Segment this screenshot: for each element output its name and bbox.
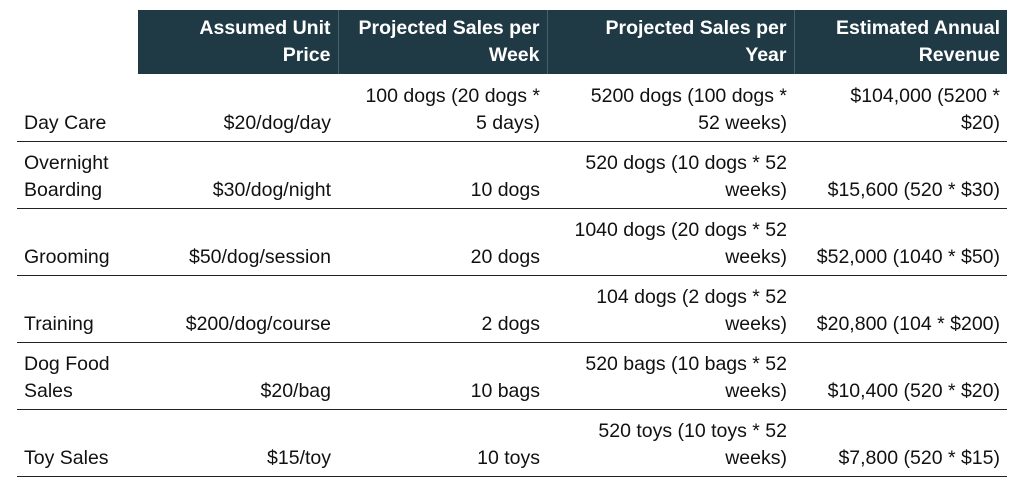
table-row: Day Care $20/dog/day 100 dogs (20 dogs * 5 … bbox=[17, 74, 1007, 142]
cell-annual-revenue: $52,000 (1040 * $50) bbox=[794, 208, 1007, 276]
header-cell-blank bbox=[17, 10, 138, 74]
cell-line: 10 dogs bbox=[470, 179, 540, 201]
cell-line: $30/dog/night bbox=[212, 179, 331, 201]
cell-sales-year: 520 toys (10 toys * 52 weeks) bbox=[547, 409, 794, 477]
cell-line: 520 toys (10 toys * 52 bbox=[598, 420, 787, 442]
header-line: Projected Sales per bbox=[358, 17, 540, 39]
header-line: Projected Sales per bbox=[605, 17, 787, 39]
revenue-projection-table: Assumed Unit Price Projected Sales per W… bbox=[17, 10, 1007, 477]
cell-service: Overnight Boarding bbox=[17, 141, 138, 209]
cell-line: 104 dogs (2 dogs * 52 bbox=[596, 286, 787, 308]
cell-line: 520 dogs (10 dogs * 52 bbox=[585, 152, 787, 174]
cell-line: Grooming bbox=[24, 246, 110, 268]
cell-sales-year: 520 bags (10 bags * 52 weeks) bbox=[547, 342, 794, 410]
cell-sales-week: 10 bags bbox=[338, 342, 547, 410]
cell-line: Toy Sales bbox=[24, 447, 109, 469]
cell-annual-revenue: $7,800 (520 * $15) bbox=[794, 409, 1007, 477]
cell-sales-year: 520 dogs (10 dogs * 52 weeks) bbox=[547, 141, 794, 209]
cell-line: Training bbox=[24, 313, 94, 335]
cell-service: Dog Food Sales bbox=[17, 342, 138, 410]
cell-annual-revenue: $104,000 (5200 * $20) bbox=[794, 74, 1007, 142]
cell-line: $20/dog/day bbox=[223, 112, 331, 134]
cell-unit-price: $50/dog/session bbox=[138, 208, 338, 276]
header-line: Year bbox=[745, 44, 787, 66]
cell-line: 10 bags bbox=[470, 380, 540, 402]
cell-line: $52,000 (1040 * $50) bbox=[816, 246, 1000, 268]
table-row: Toy Sales $15/toy 10 toys 520 toys (10 toys… bbox=[17, 409, 1007, 477]
cell-sales-year: 1040 dogs (20 dogs * 52 weeks) bbox=[547, 208, 794, 276]
cell-sales-week: 2 dogs bbox=[338, 275, 547, 343]
cell-sales-week: 100 dogs (20 dogs * 5 days) bbox=[338, 74, 547, 142]
cell-service: Day Care bbox=[17, 74, 138, 142]
cell-line: weeks) bbox=[725, 313, 787, 335]
cell-line: Sales bbox=[24, 380, 73, 402]
cell-line: $15/toy bbox=[267, 447, 331, 469]
header-cell-sales-week: Projected Sales per Week bbox=[337, 10, 547, 74]
header-cell-sales-year: Projected Sales per Year bbox=[546, 10, 794, 74]
cell-service: Toy Sales bbox=[17, 409, 138, 477]
cell-line: 1040 dogs (20 dogs * 52 bbox=[574, 219, 787, 241]
cell-annual-revenue: $20,800 (104 * $200) bbox=[794, 275, 1007, 343]
header-line: Estimated Annual bbox=[836, 17, 1000, 39]
cell-line: $20/bag bbox=[260, 380, 332, 402]
cell-line: $104,000 (5200 * bbox=[850, 85, 1000, 107]
cell-unit-price: $30/dog/night bbox=[138, 141, 338, 209]
cell-line: $10,400 (520 * $20) bbox=[827, 380, 1000, 402]
cell-line: 5 days) bbox=[476, 112, 540, 134]
cell-line: $200/dog/course bbox=[185, 313, 331, 335]
cell-line: Boarding bbox=[24, 179, 103, 201]
cell-line: $15,600 (520 * $30) bbox=[827, 179, 1000, 201]
cell-unit-price: $20/bag bbox=[138, 342, 338, 410]
cell-sales-week: 10 dogs bbox=[338, 141, 547, 209]
cell-line: weeks) bbox=[725, 447, 787, 469]
cell-line: Day Care bbox=[24, 112, 107, 134]
cell-unit-price: $200/dog/course bbox=[138, 275, 338, 343]
cell-unit-price: $15/toy bbox=[138, 409, 338, 477]
header-line: Week bbox=[488, 44, 540, 66]
cell-unit-price: $20/dog/day bbox=[138, 74, 338, 142]
cell-annual-revenue: $15,600 (520 * $30) bbox=[794, 141, 1007, 209]
cell-sales-week: 10 toys bbox=[338, 409, 547, 477]
header-line: Price bbox=[282, 44, 331, 66]
cell-line: 520 bags (10 bags * 52 bbox=[585, 353, 787, 375]
table-row: Dog Food Sales $20/bag 10 bags 520 bags (10 … bbox=[17, 342, 1007, 410]
cell-sales-year: 104 dogs (2 dogs * 52 weeks) bbox=[547, 275, 794, 343]
header-cell-unit-price: Assumed Unit Price bbox=[138, 10, 338, 74]
cell-line: weeks) bbox=[725, 179, 787, 201]
cell-service: Grooming bbox=[17, 208, 138, 276]
table-row: Training $200/dog/course 2 dogs 104 dogs (2… bbox=[17, 275, 1007, 343]
cell-service: Training bbox=[17, 275, 138, 343]
cell-line: weeks) bbox=[725, 380, 787, 402]
cell-line: Overnight bbox=[24, 152, 109, 174]
cell-sales-week: 20 dogs bbox=[338, 208, 547, 276]
cell-annual-revenue: $10,400 (520 * $20) bbox=[794, 342, 1007, 410]
table-header: Assumed Unit Price Projected Sales per W… bbox=[17, 10, 1007, 74]
table-body: Day Care $20/dog/day 100 dogs (20 dogs * 5 … bbox=[17, 74, 1007, 477]
cell-line: 10 toys bbox=[477, 447, 540, 469]
cell-line: 20 dogs bbox=[470, 246, 540, 268]
header-cell-annual-revenue: Estimated Annual Revenue bbox=[793, 10, 1007, 74]
header-line: Revenue bbox=[918, 44, 1000, 66]
cell-line: 52 weeks) bbox=[698, 112, 787, 134]
cell-sales-year: 5200 dogs (100 dogs * 52 weeks) bbox=[547, 74, 794, 142]
cell-line: weeks) bbox=[725, 246, 787, 268]
cell-line: $7,800 (520 * $15) bbox=[838, 447, 1000, 469]
cell-line: 2 dogs bbox=[481, 313, 540, 335]
cell-line: 100 dogs (20 dogs * bbox=[365, 85, 540, 107]
table-row: Grooming $50/dog/session 20 dogs 1040 dogs … bbox=[17, 208, 1007, 276]
cell-line: 5200 dogs (100 dogs * bbox=[590, 85, 787, 107]
cell-line: $50/dog/session bbox=[188, 246, 331, 268]
table-row: Overnight Boarding $30/dog/night 10 dogs 520… bbox=[17, 141, 1007, 209]
cell-line: Dog Food bbox=[24, 353, 110, 375]
header-line: Assumed Unit bbox=[199, 17, 331, 39]
cell-line: $20) bbox=[960, 112, 1000, 134]
cell-line: $20,800 (104 * $200) bbox=[816, 313, 1000, 335]
header-row: Assumed Unit Price Projected Sales per W… bbox=[17, 10, 1007, 74]
